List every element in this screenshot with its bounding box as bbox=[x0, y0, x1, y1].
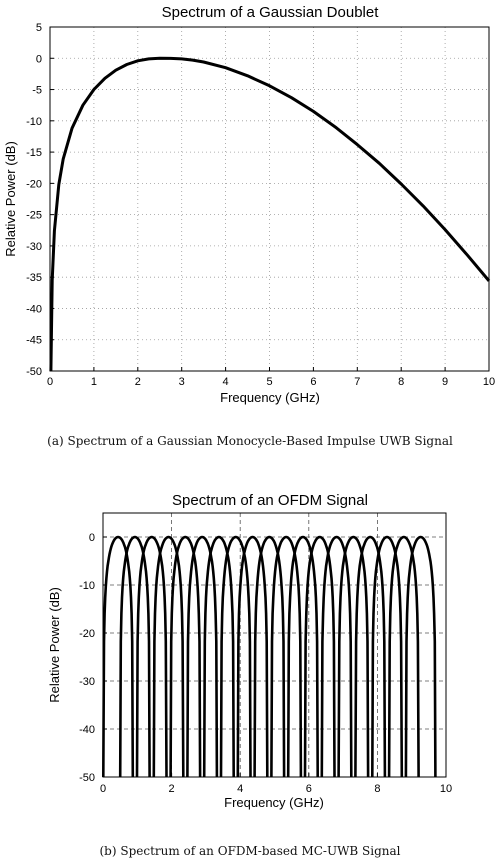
plot-frame bbox=[102, 512, 447, 778]
x-tick-label: 6 bbox=[310, 376, 316, 388]
subcarrier-lobe bbox=[337, 535, 370, 778]
x-tick-label: 6 bbox=[306, 783, 312, 795]
y-tick-label: -30 bbox=[79, 676, 95, 688]
subcarrier-lobe bbox=[270, 535, 303, 778]
y-tick-label: -20 bbox=[26, 178, 42, 190]
x-tick-label: 8 bbox=[398, 376, 404, 388]
caption-a: (a) Spectrum of a Gaussian Monocycle-Bas… bbox=[47, 434, 453, 448]
subcarrier-lobe bbox=[118, 535, 151, 778]
x-tick-label: 2 bbox=[135, 376, 141, 388]
y-tick-label: -40 bbox=[26, 303, 42, 315]
chart-gaussian-doublet: Spectrum of a Gaussian Doublet 0 1 2 3 4 5 6 7 8… bbox=[3, 4, 495, 405]
x-tick-label: 9 bbox=[442, 376, 448, 388]
x-tick-label: 0 bbox=[100, 783, 106, 795]
x-tick-label: 10 bbox=[483, 376, 495, 388]
subcarrier-lobe bbox=[202, 535, 235, 778]
subcarrier-lobe bbox=[303, 535, 336, 778]
y-tick-label: 0 bbox=[89, 532, 95, 544]
subcarrier-lobe bbox=[387, 535, 420, 778]
x-tick-label: 4 bbox=[223, 376, 229, 388]
x-axis-label: Frequency (GHz) bbox=[220, 390, 320, 405]
x-tick-label: 0 bbox=[47, 376, 53, 388]
subcarrier-lobe bbox=[219, 535, 252, 778]
series-line bbox=[49, 56, 491, 372]
subcarrier-lobe bbox=[102, 535, 135, 778]
chart-title: Spectrum of an OFDM Signal bbox=[172, 492, 368, 509]
y-axis-label: Relative Power (dB) bbox=[3, 141, 18, 257]
y-tick-label: -10 bbox=[79, 580, 95, 592]
y-tick-label: 5 bbox=[36, 22, 42, 34]
chart-title: Spectrum of a Gaussian Doublet bbox=[162, 4, 380, 21]
caption-b: (b) Spectrum of an OFDM-based MC-UWB Sig… bbox=[99, 844, 400, 858]
subcarrier-lobe bbox=[253, 535, 286, 778]
subcarrier-lobe bbox=[236, 535, 269, 778]
x-tick-label: 7 bbox=[354, 376, 360, 388]
y-tick-label: -10 bbox=[26, 116, 42, 128]
subcarrier-lobes bbox=[102, 535, 437, 778]
y-tick-label: -20 bbox=[79, 628, 95, 640]
y-tick-label: -25 bbox=[26, 210, 42, 222]
x-tick-label: 2 bbox=[169, 783, 175, 795]
subcarrier-lobe bbox=[320, 535, 353, 778]
y-tick-label: -15 bbox=[26, 147, 42, 159]
subcarrier-lobe bbox=[371, 535, 404, 778]
grid bbox=[50, 27, 489, 371]
axis-ticks: 0 1 2 3 4 5 6 7 8 9 10 5 0 -5 -10 -15 -20 -25 -30 -35 -40 -45… bbox=[26, 22, 495, 388]
y-tick-label: -40 bbox=[79, 724, 95, 736]
subcarrier-lobe bbox=[169, 535, 202, 778]
subcarrier-lobe bbox=[186, 535, 219, 778]
x-tick-label: 1 bbox=[91, 376, 97, 388]
x-tick-label: 4 bbox=[237, 783, 243, 795]
subcarrier-lobe bbox=[152, 535, 185, 778]
y-tick-label: 0 bbox=[36, 53, 42, 65]
y-tick-label: -35 bbox=[26, 272, 42, 284]
x-tick-label: 5 bbox=[266, 376, 272, 388]
subcarrier-lobe bbox=[286, 535, 319, 778]
y-tick-label: -30 bbox=[26, 241, 42, 253]
axis-ticks: 0 2 4 6 8 10 0 -10 -20 -30 -40 -50 bbox=[79, 532, 452, 795]
subcarrier-lobe bbox=[135, 535, 168, 778]
x-tick-label: 8 bbox=[374, 783, 380, 795]
subcarrier-lobe bbox=[354, 535, 387, 778]
x-tick-label: 10 bbox=[440, 783, 452, 795]
y-axis-label: Relative Power (dB) bbox=[47, 587, 62, 703]
subcarrier-lobe bbox=[404, 535, 437, 778]
chart-ofdm-spectrum: Spectrum of an OFDM Signal 0 2 4 6 8 10 0 -10 -2… bbox=[47, 492, 452, 810]
y-tick-label: -5 bbox=[32, 85, 42, 97]
y-tick-label: -50 bbox=[79, 772, 95, 784]
x-tick-label: 3 bbox=[179, 376, 185, 388]
x-axis-label: Frequency (GHz) bbox=[224, 795, 324, 810]
y-tick-label: -50 bbox=[26, 366, 42, 378]
y-tick-label: -45 bbox=[26, 335, 42, 347]
